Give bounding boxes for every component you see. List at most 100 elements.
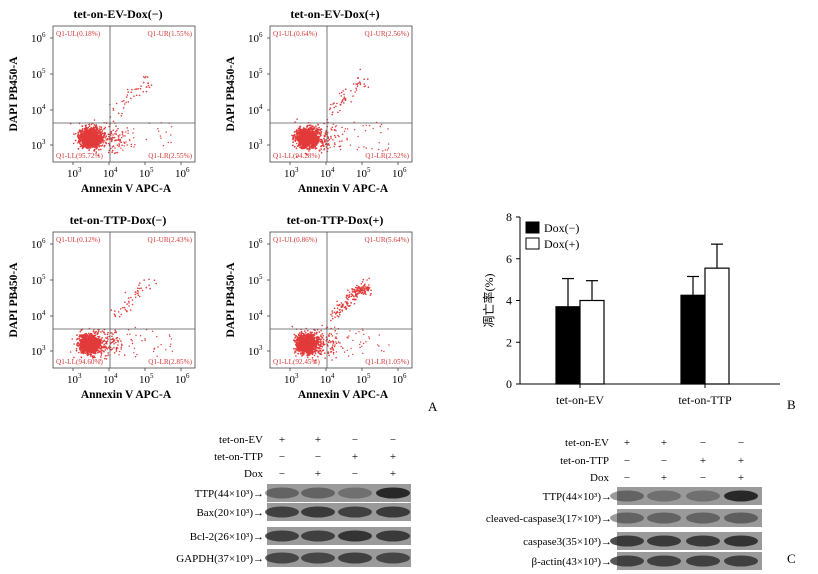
event-dot xyxy=(367,78,369,80)
event-dot xyxy=(331,359,333,361)
event-dot xyxy=(341,100,344,102)
event-dot xyxy=(78,130,81,133)
event-dot xyxy=(85,336,88,338)
y-tick-label: 106 xyxy=(248,31,263,45)
plot-frame xyxy=(269,231,413,369)
event-dot xyxy=(85,146,88,149)
event-dot xyxy=(349,144,352,146)
event-dot xyxy=(341,306,343,308)
event-dot xyxy=(344,128,347,130)
event-dot xyxy=(125,141,127,143)
event-dot xyxy=(140,85,142,87)
event-dot xyxy=(141,340,143,342)
event-dot xyxy=(320,148,322,150)
event-dot xyxy=(115,338,117,340)
event-dot xyxy=(81,130,84,133)
flow-panel: tet-on-TTP-Dox(+)Q1-UL(0.86%) Q1-UR(5.64%… xyxy=(225,213,413,401)
event-dot xyxy=(90,144,93,147)
event-dot xyxy=(104,144,106,147)
event-dot xyxy=(324,132,327,134)
event-dot xyxy=(319,135,322,137)
event-dot xyxy=(323,135,326,138)
event-dot xyxy=(111,341,114,343)
event-dot xyxy=(135,88,138,90)
event-dot xyxy=(92,145,94,148)
event-dot xyxy=(357,76,360,79)
event-dot xyxy=(112,340,115,342)
event-dot xyxy=(331,310,334,312)
event-dot xyxy=(86,131,89,134)
event-dot xyxy=(103,339,105,342)
event-dot xyxy=(321,324,324,327)
event-dot xyxy=(107,331,109,334)
event-dot xyxy=(346,302,348,305)
event-dot xyxy=(351,293,353,296)
event-dot xyxy=(320,145,322,148)
event-dot xyxy=(301,352,304,355)
event-dot xyxy=(120,340,122,342)
event-dot xyxy=(152,350,155,353)
event-dot xyxy=(310,341,313,343)
event-dot xyxy=(134,356,137,358)
event-dot xyxy=(170,343,172,345)
event-dot xyxy=(85,338,88,341)
y-tick-label: 105 xyxy=(31,67,46,81)
event-dot xyxy=(293,131,296,133)
y-tick-label: 105 xyxy=(31,273,46,287)
event-dot xyxy=(124,291,127,294)
event-dot xyxy=(312,134,315,136)
event-dot xyxy=(96,131,99,134)
quadrant-label-ll: Q1-LL(95.72%) xyxy=(56,152,104,160)
event-dot xyxy=(99,130,101,132)
event-dot xyxy=(116,336,119,339)
event-dot xyxy=(100,338,102,340)
event-dot xyxy=(316,132,318,135)
event-dot xyxy=(115,133,118,135)
event-dot xyxy=(108,133,110,136)
event-dot xyxy=(93,337,95,339)
event-dot xyxy=(100,331,102,333)
event-dot xyxy=(91,343,94,346)
event-dot xyxy=(129,139,131,142)
event-dot xyxy=(305,142,307,145)
flow-panel: tet-on-EV-Dox(+)Q1-UL(0.64%) Q1-UR(2.56%)… xyxy=(225,7,413,195)
event-dot xyxy=(85,130,88,133)
event-dot xyxy=(118,144,121,146)
event-dot xyxy=(128,305,130,307)
event-dot xyxy=(301,344,304,346)
event-dot xyxy=(102,140,104,142)
event-dot xyxy=(119,139,121,142)
x-tick-label: 103 xyxy=(284,166,299,180)
event-dot xyxy=(336,102,338,105)
event-dot xyxy=(308,335,311,338)
event-dot xyxy=(124,301,126,304)
event-dot xyxy=(361,286,363,289)
event-dot xyxy=(341,126,343,129)
event-dot xyxy=(292,141,295,144)
event-dot xyxy=(364,286,367,288)
event-dot xyxy=(345,307,348,310)
event-dot xyxy=(323,141,326,143)
event-dot xyxy=(88,149,90,152)
event-dot xyxy=(309,337,312,339)
event-dot xyxy=(95,138,98,140)
event-dot xyxy=(310,126,312,128)
event-dot xyxy=(302,127,305,129)
event-dot xyxy=(110,132,113,135)
x-tick-label: 103 xyxy=(67,166,82,180)
event-dot xyxy=(170,134,172,136)
event-dot xyxy=(131,88,133,91)
event-dot xyxy=(85,340,87,343)
event-dot xyxy=(299,337,301,339)
event-dot xyxy=(149,287,151,290)
event-dot xyxy=(160,137,162,139)
event-dot xyxy=(122,307,124,309)
event-dot xyxy=(100,354,103,356)
event-dot xyxy=(83,134,86,137)
event-dot xyxy=(106,333,109,336)
event-dot xyxy=(322,349,324,351)
event-dot xyxy=(120,308,122,310)
event-dot xyxy=(107,338,109,340)
event-dot xyxy=(99,134,102,137)
x-tick-label: 104 xyxy=(103,372,118,386)
